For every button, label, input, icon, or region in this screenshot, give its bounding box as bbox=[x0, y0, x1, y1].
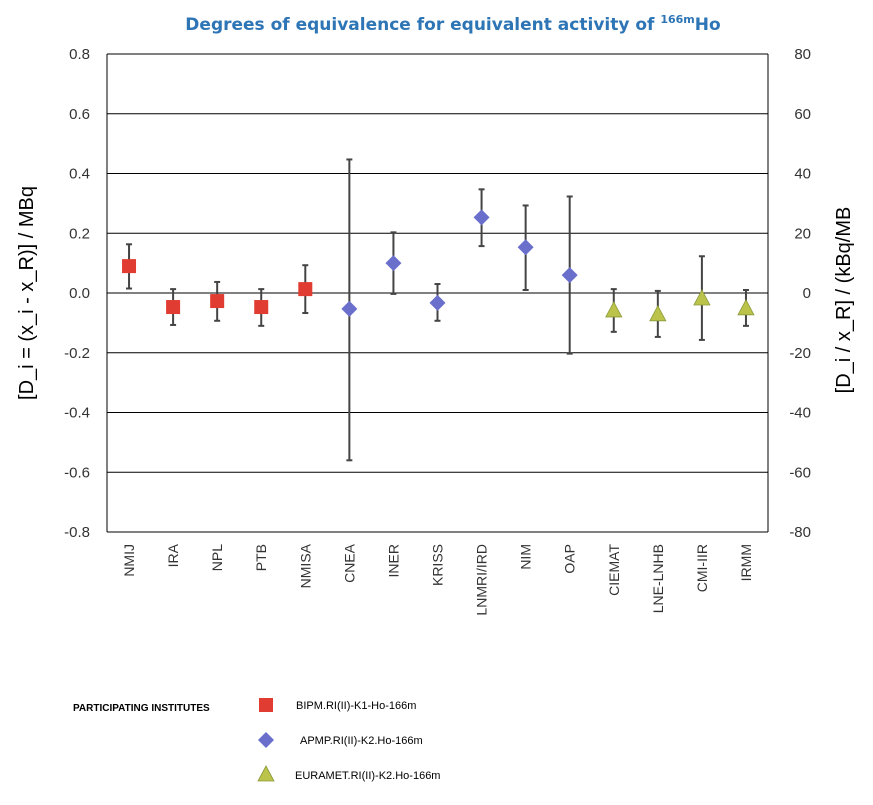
data-point bbox=[605, 301, 623, 318]
data-point bbox=[649, 304, 667, 322]
x-tick-label: INER bbox=[385, 544, 401, 577]
legend-marker bbox=[259, 698, 273, 712]
x-tick-label: NIM bbox=[518, 544, 534, 570]
legend-marker bbox=[258, 732, 274, 748]
legend-label: EURAMET.RI(II)-K2.Ho-166m bbox=[295, 770, 440, 782]
data-point bbox=[254, 300, 269, 315]
y-tick-label-left: -0.4 bbox=[64, 405, 90, 422]
data-point bbox=[737, 298, 755, 316]
data-point bbox=[341, 300, 358, 317]
y-tick-label-left: 0.6 bbox=[69, 106, 90, 123]
y-tick-label-left: 0.4 bbox=[69, 166, 90, 183]
y-tick-label-right: 0 bbox=[803, 285, 811, 302]
x-tick-label: CMI-IIR bbox=[694, 544, 710, 592]
x-tick-label: IRMM bbox=[738, 544, 754, 581]
legend-marker bbox=[257, 765, 275, 782]
y-tick-label-right: -40 bbox=[789, 405, 811, 422]
x-tick-label: CIEMAT bbox=[606, 544, 622, 596]
legend-label: APMP.RI(II)-K2.Ho-166m bbox=[300, 735, 423, 747]
legend-title: PARTICIPATING INSTITUTES bbox=[73, 703, 210, 714]
x-tick-label: LNE-LNHB bbox=[650, 544, 666, 613]
x-tick-label: LNMRI/IRD bbox=[474, 544, 490, 616]
data-point bbox=[385, 255, 402, 272]
data-point bbox=[517, 239, 534, 256]
y-tick-label-left: 0.2 bbox=[69, 225, 90, 242]
data-point bbox=[210, 294, 225, 309]
x-tick-label: IRA bbox=[165, 543, 181, 567]
y-tick-label-left: 0.8 bbox=[69, 46, 90, 63]
y-tick-label-left: -0.2 bbox=[64, 345, 90, 362]
x-tick-label: NPL bbox=[209, 544, 225, 571]
data-point bbox=[166, 300, 181, 315]
data-point bbox=[561, 267, 578, 284]
y-tick-label-right: -60 bbox=[789, 464, 811, 481]
y-tick-label-left: -0.8 bbox=[64, 524, 90, 541]
y-tick-label-right: -80 bbox=[789, 524, 811, 541]
chart-title: Degrees of equivalence for equivalent ac… bbox=[185, 13, 720, 35]
y-axis-title-right: [D_i / x_R] / (kBq/MB bbox=[833, 207, 855, 394]
y-tick-label-right: 40 bbox=[794, 166, 811, 183]
y-tick-label-left: 0.0 bbox=[69, 285, 90, 302]
y-tick-label-right: -20 bbox=[789, 345, 811, 362]
y-tick-label-left: -0.6 bbox=[64, 464, 90, 481]
data-point bbox=[473, 209, 490, 226]
legend-label: BIPM.RI(II)-K1-Ho-166m bbox=[296, 700, 416, 712]
y-tick-label-right: 60 bbox=[794, 106, 811, 123]
y-axis-title-left: [D_i = (x_i - x_R)] / MBq bbox=[16, 186, 38, 400]
data-point bbox=[693, 289, 711, 306]
legend: PARTICIPATING INSTITUTES BIPM.RI(II)-K1-H… bbox=[73, 698, 440, 782]
x-tick-label: NMIJ bbox=[121, 544, 137, 577]
x-tick-label: OAP bbox=[562, 544, 578, 574]
x-tick-label: KRISS bbox=[430, 544, 446, 586]
y-tick-label-right: 80 bbox=[794, 46, 811, 63]
x-tick-label: CNEA bbox=[341, 543, 357, 583]
plot-area: 0.8 80 0.6 60 0.4 40 0.2 20 0.0 0 -0.2 -20 -0.4 -40 -0… bbox=[16, 46, 855, 616]
data-point bbox=[429, 294, 446, 311]
data-point bbox=[298, 282, 313, 297]
x-tick-label: NMISA bbox=[297, 543, 313, 588]
x-tick-label: PTB bbox=[253, 544, 269, 571]
y-tick-label-right: 20 bbox=[794, 225, 811, 242]
data-point bbox=[122, 259, 137, 274]
